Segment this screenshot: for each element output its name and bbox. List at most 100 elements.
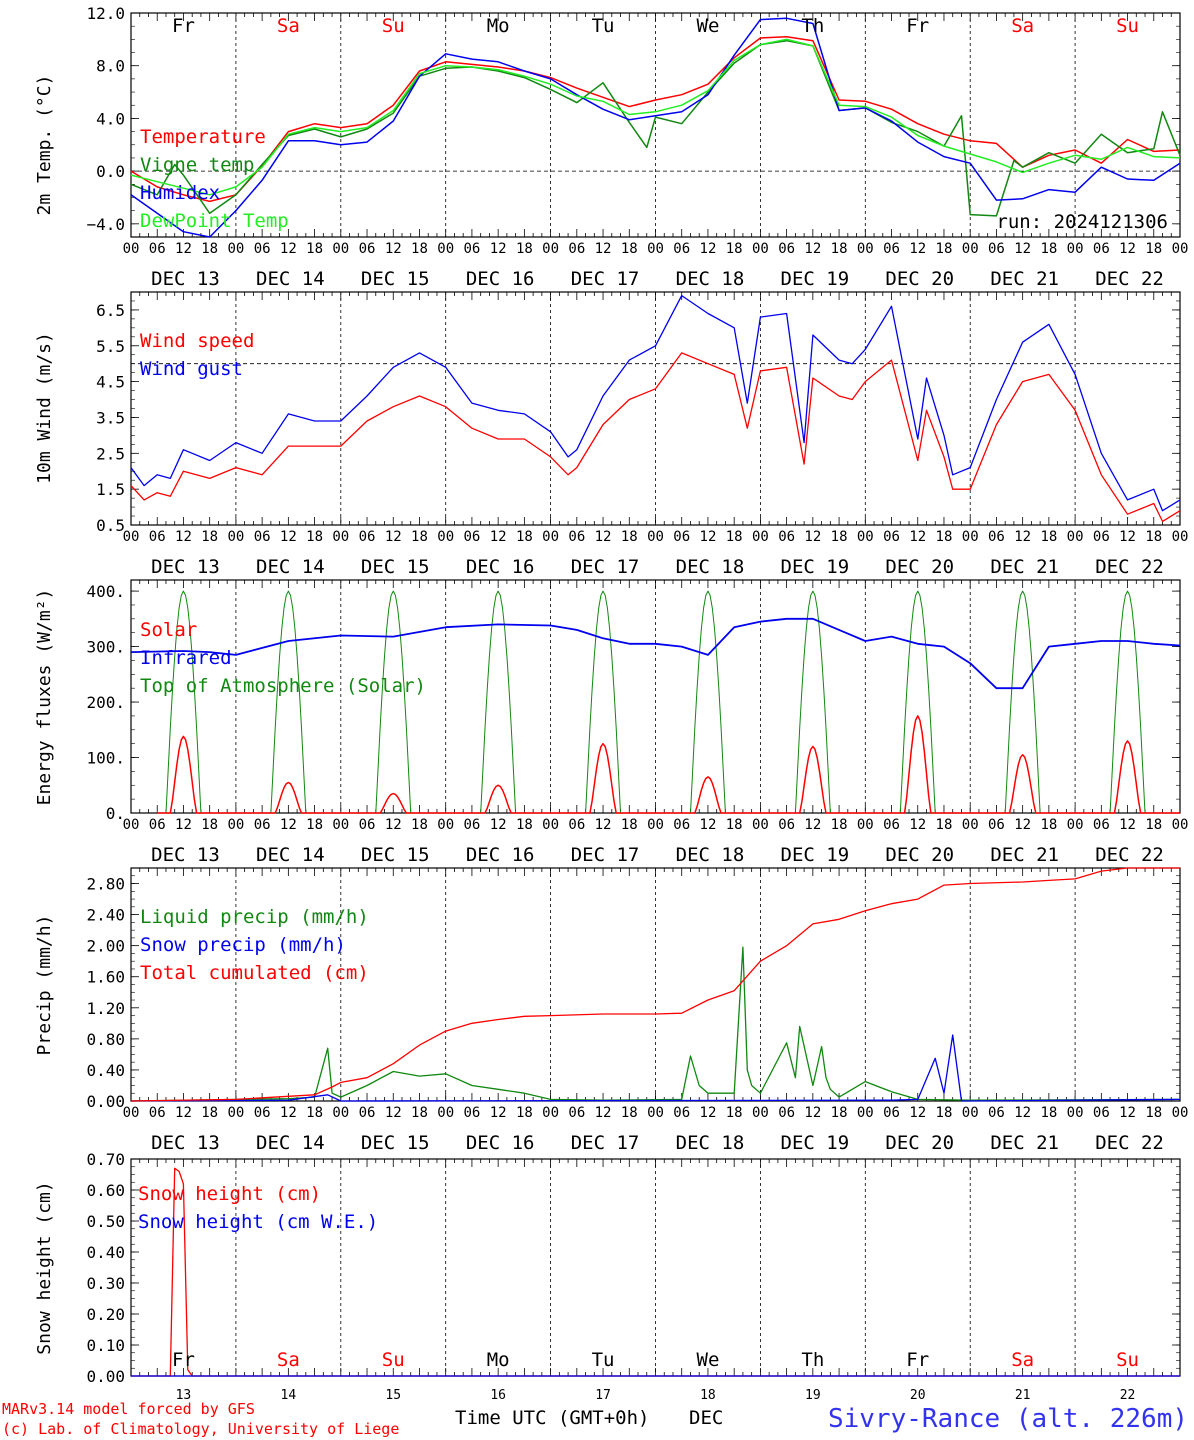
hour-label: 06 [568, 1105, 585, 1121]
hour-label: 00 [857, 817, 874, 833]
day-of-week-label: Tu [592, 15, 615, 37]
y-axis-label: 10m Wind (m/s) [34, 332, 55, 484]
hour-label: 00 [332, 241, 349, 257]
date-label: DEC 16 [466, 844, 535, 866]
date-label: DEC 22 [1095, 268, 1164, 290]
hour-label: 06 [778, 1105, 795, 1121]
y-tick-label: 0.30 [86, 1274, 125, 1293]
station-label: Sivry-Rance (alt. 226m) [828, 1404, 1188, 1434]
hour-label: 18 [306, 529, 323, 545]
hour-label: 12 [1119, 529, 1136, 545]
hour-label: 00 [1172, 1105, 1189, 1121]
hour-label: 00 [437, 529, 454, 545]
date-label: DEC 21 [990, 268, 1059, 290]
hour-label: 12 [175, 241, 192, 257]
hour-label: 06 [463, 817, 480, 833]
hour-label: 12 [700, 241, 717, 257]
hour-label: 12 [909, 1105, 926, 1121]
hour-label: 06 [568, 241, 585, 257]
y-tick-label: 1.5 [96, 480, 125, 499]
hour-label: 18 [831, 241, 848, 257]
day-of-week-label: Su [1116, 1349, 1139, 1371]
hour-label: 06 [883, 529, 900, 545]
hour-label: 12 [909, 529, 926, 545]
y-tick-label: −4.0 [86, 215, 125, 234]
date-label: DEC 18 [676, 1132, 745, 1154]
hour-label: 00 [437, 241, 454, 257]
date-label: DEC 19 [781, 1132, 850, 1154]
day-of-week-label: Sa [1011, 1349, 1034, 1371]
panel-frame [130, 12, 1181, 238]
hour-label: 12 [385, 529, 402, 545]
hour-label: 00 [123, 241, 140, 257]
hour-label: 18 [726, 529, 743, 545]
hour-label: 18 [1040, 529, 1057, 545]
hour-label: 12 [700, 1105, 717, 1121]
date-label: DEC 19 [781, 268, 850, 290]
hour-label: 18 [621, 817, 638, 833]
y-tick-label: 2.5 [96, 444, 125, 463]
series-line [130, 38, 1181, 196]
series-line [130, 946, 1181, 1102]
y-axis-label: 2m Temp. (°C) [34, 75, 55, 216]
hour-label: 18 [516, 529, 533, 545]
hour-label: 18 [1145, 817, 1162, 833]
y-tick-label: 6.5 [96, 301, 125, 320]
hour-label: 06 [463, 1105, 480, 1121]
hour-label: 06 [359, 1105, 376, 1121]
hour-label: 12 [1014, 817, 1031, 833]
day-of-week-label: Su [382, 15, 405, 37]
bottom-day-number: 17 [595, 1388, 611, 1403]
hour-label: 18 [1040, 817, 1057, 833]
legend-entry: Liquid precip (mm/h) [140, 906, 369, 928]
y-tick-label: 12.0 [86, 4, 125, 23]
hour-label: 18 [516, 1105, 533, 1121]
hour-label: 00 [227, 1105, 244, 1121]
day-of-week-label: Fr [906, 15, 929, 37]
hour-label: 18 [306, 1105, 323, 1121]
legend-entry: Wind speed [140, 330, 254, 352]
legend-entry: Snow height (cm W.E.) [138, 1211, 378, 1233]
hour-label: 06 [778, 817, 795, 833]
y-tick-label: 0.40 [86, 1243, 125, 1262]
y-tick-label: 300. [86, 638, 125, 657]
hour-label: 18 [1040, 1105, 1057, 1121]
hour-label: 18 [1145, 241, 1162, 257]
hour-label: 06 [568, 817, 585, 833]
hour-label: 12 [700, 817, 717, 833]
date-label: DEC 21 [990, 556, 1059, 578]
hour-label: 06 [883, 1105, 900, 1121]
hour-label: 00 [1172, 529, 1189, 545]
date-label: DEC 21 [990, 1132, 1059, 1154]
y-tick-label: 1.20 [86, 999, 125, 1018]
hour-label: 18 [831, 529, 848, 545]
hour-label: 12 [175, 817, 192, 833]
y-tick-label: 3.5 [96, 408, 125, 427]
date-label: DEC 20 [885, 556, 954, 578]
date-label: DEC 22 [1095, 556, 1164, 578]
hour-label: 00 [647, 1105, 664, 1121]
date-label: DEC 17 [571, 844, 640, 866]
hour-label: 00 [1067, 1105, 1084, 1121]
hour-label: 12 [909, 817, 926, 833]
legend-entry: DewPoint Temp [140, 210, 289, 232]
hour-label: 12 [1014, 241, 1031, 257]
hour-label: 18 [201, 241, 218, 257]
bottom-day-number: 16 [490, 1388, 506, 1403]
date-label: DEC 22 [1095, 844, 1164, 866]
hour-label: 06 [149, 241, 166, 257]
date-label: DEC 14 [256, 268, 325, 290]
day-of-week-label: Fr [172, 15, 195, 37]
hour-label: 18 [621, 241, 638, 257]
hour-label: 06 [1093, 241, 1110, 257]
hour-label: 18 [201, 817, 218, 833]
hour-label: 18 [1145, 529, 1162, 545]
y-tick-label: 2.00 [86, 937, 125, 956]
hour-label: 00 [123, 817, 140, 833]
date-label: DEC 19 [781, 556, 850, 578]
hour-label: 06 [673, 1105, 690, 1121]
hour-label: 00 [123, 1105, 140, 1121]
hour-label: 06 [149, 529, 166, 545]
day-of-week-label: We [697, 1349, 720, 1371]
